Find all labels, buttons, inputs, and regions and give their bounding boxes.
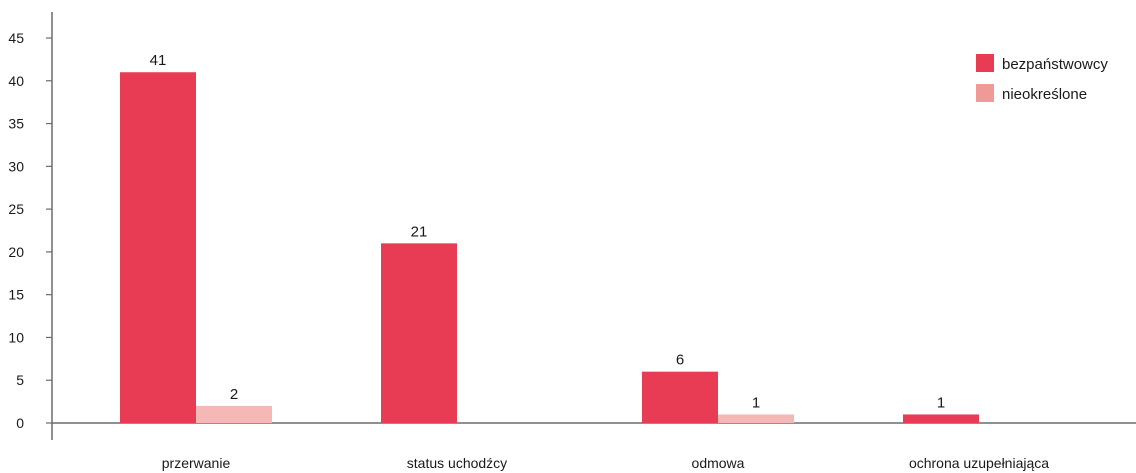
- legend-label: nieokreślone: [1002, 86, 1087, 103]
- data-label: 2: [230, 386, 238, 403]
- bars: [120, 72, 979, 423]
- y-tick-label: 10: [8, 329, 24, 345]
- y-tick-label: 15: [8, 287, 24, 303]
- data-label: 1: [937, 394, 945, 411]
- category-label: status uchodźcy: [407, 455, 507, 471]
- data-label: 1: [752, 394, 760, 411]
- category-label: przerwanie: [162, 455, 231, 471]
- legend-label: bezpaństwowcy: [1002, 56, 1108, 73]
- y-tick-label: 30: [8, 158, 24, 174]
- bar: [196, 405, 272, 423]
- category-label: ochrona uzupełniająca: [909, 455, 1049, 471]
- data-label: 41: [150, 52, 167, 69]
- data-label: 21: [411, 223, 428, 240]
- y-tick-label: 25: [8, 201, 24, 217]
- data-labels: 41 2 21 6 1 1: [150, 52, 946, 411]
- legend-swatch: [976, 84, 994, 102]
- bar: [642, 371, 718, 423]
- bar: [381, 243, 457, 423]
- y-tick-label: 20: [8, 244, 24, 260]
- y-tick-label: 40: [8, 73, 24, 89]
- bar: [120, 72, 196, 423]
- legend: bezpaństwowcy nieokreślone: [976, 54, 1108, 103]
- y-tick-label: 5: [16, 372, 24, 388]
- y-axis: 0 5 10 15 20 25 30 35 40 45: [8, 12, 53, 440]
- y-tick-label: 0: [16, 415, 24, 431]
- bar: [903, 414, 979, 423]
- y-tick-label: 45: [8, 30, 24, 46]
- legend-swatch: [976, 54, 994, 72]
- category-label: odmowa: [692, 455, 745, 471]
- data-label: 6: [676, 352, 684, 369]
- category-labels: przerwanie status uchodźcy odmowa ochrona u…: [162, 455, 1050, 471]
- bar: [718, 414, 794, 423]
- y-tick-label: 35: [8, 116, 24, 132]
